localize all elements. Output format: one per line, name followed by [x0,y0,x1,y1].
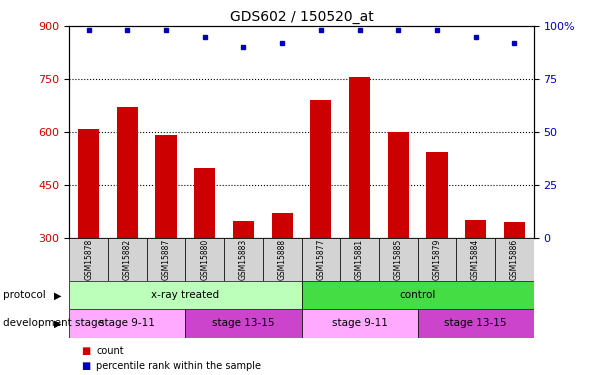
Bar [69,309,186,338]
Bar [379,238,417,281]
Bar [186,309,302,338]
Text: x-ray treated: x-ray treated [151,290,219,300]
Text: count: count [96,346,124,355]
Bar [156,135,177,238]
Bar [186,238,224,281]
Bar [456,238,495,281]
Bar [504,222,525,238]
Text: ■: ■ [81,346,90,355]
Bar [69,281,302,309]
Text: stage 13-15: stage 13-15 [212,318,275,328]
Text: ▶: ▶ [54,290,61,300]
Text: GSM15887: GSM15887 [162,239,171,280]
Bar [302,238,340,281]
Bar [302,309,417,338]
Text: GSM15881: GSM15881 [355,239,364,280]
Title: GDS602 / 150520_at: GDS602 / 150520_at [230,10,373,24]
Text: percentile rank within the sample: percentile rank within the sample [96,361,262,370]
Text: GSM15885: GSM15885 [394,239,403,280]
Bar [417,238,456,281]
Text: GSM15886: GSM15886 [510,239,519,280]
Bar [147,238,186,281]
Bar [340,238,379,281]
Bar [224,238,263,281]
Bar [78,129,99,238]
Bar [495,238,534,281]
Bar [465,220,486,238]
Bar [271,213,293,238]
Text: GSM15882: GSM15882 [123,239,132,280]
Text: protocol: protocol [3,290,46,300]
Bar [349,78,370,238]
Text: GSM15879: GSM15879 [432,239,441,280]
Bar [108,238,147,281]
Text: GSM15884: GSM15884 [471,239,480,280]
Text: ▶: ▶ [54,318,61,328]
Bar [426,152,447,238]
Text: development stage: development stage [3,318,104,328]
Bar [302,281,534,309]
Text: GSM15888: GSM15888 [277,239,286,280]
Text: GSM15877: GSM15877 [317,239,326,280]
Bar [263,238,302,281]
Bar [310,100,332,238]
Text: stage 13-15: stage 13-15 [444,318,507,328]
Text: GSM15878: GSM15878 [84,239,93,280]
Bar [117,108,138,238]
Bar [388,132,409,238]
Text: control: control [399,290,436,300]
Text: ■: ■ [81,361,90,370]
Bar [417,309,534,338]
Text: stage 9-11: stage 9-11 [332,318,388,328]
Bar [233,221,254,238]
Bar [69,238,108,281]
Bar [194,168,215,238]
Text: stage 9-11: stage 9-11 [99,318,156,328]
Text: GSM15880: GSM15880 [200,239,209,280]
Text: GSM15883: GSM15883 [239,239,248,280]
